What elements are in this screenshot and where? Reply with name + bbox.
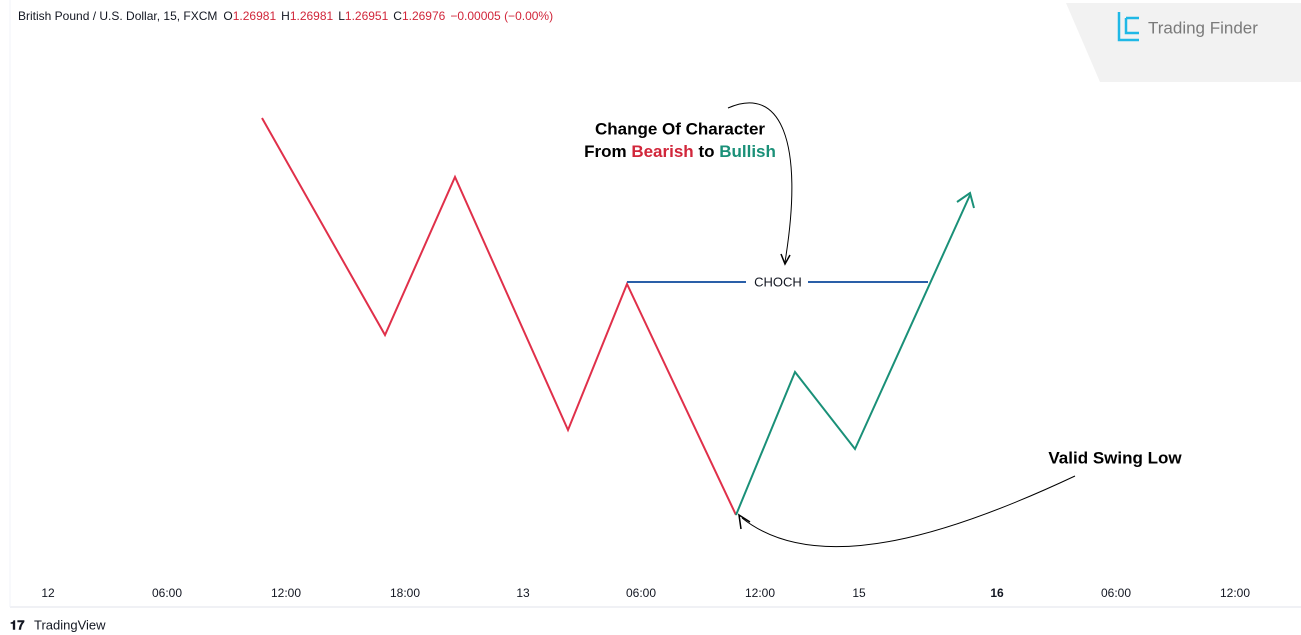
bullish-leg	[735, 194, 971, 516]
x-tick-label: 13	[516, 586, 530, 600]
x-tick-label: 06:00	[152, 586, 182, 600]
ohlc-value: 1.26951	[345, 9, 389, 23]
time-axis: 12 06:00 12:00 18:00 13 06:00 12:00 15 16 06:00 12…	[41, 586, 1250, 600]
ohlc-label: C	[393, 9, 402, 23]
text: From	[584, 142, 627, 161]
x-tick-label: 12:00	[271, 586, 301, 600]
footer-brand: TradingView	[34, 617, 106, 632]
text: Bullish	[719, 142, 776, 161]
logo-icon	[1117, 12, 1139, 42]
x-tick-label: 06:00	[1101, 586, 1131, 600]
legend-header: British Pound / U.S. Dollar, 15, FXCM O1.…	[18, 9, 553, 23]
ohlc-value: 1.26981	[233, 9, 277, 23]
text: Bearish	[631, 142, 693, 161]
x-tick-label: 12:00	[745, 586, 775, 600]
annotation-arrow	[741, 475, 1076, 548]
ohlc-value: 1.26981	[290, 9, 334, 23]
annotation-arrow	[727, 102, 793, 263]
annotation-subtitle: From Bearish to Bullish	[584, 142, 776, 161]
arrow-head	[780, 253, 791, 266]
ohlc-label: O	[223, 9, 232, 23]
annotation-title: Change Of Character	[595, 119, 765, 138]
arrow-head	[738, 513, 751, 530]
text: to	[698, 142, 714, 161]
logo-panel	[1066, 3, 1301, 82]
bearish-leg	[261, 117, 737, 516]
x-tick-label: 12:00	[1220, 586, 1250, 600]
arrow-head	[956, 191, 975, 209]
change: −0.00005 (−0.00%)	[450, 9, 553, 23]
logo-text: Trading Finder	[1148, 18, 1258, 37]
x-tick-label: 12	[41, 586, 55, 600]
ohlc-label: L	[338, 9, 345, 23]
ohlc-value: 1.26976	[402, 9, 446, 23]
tv-icon: 𝟏𝟕	[10, 617, 25, 632]
x-tick-label: 15	[852, 586, 866, 600]
x-tick-label: 06:00	[626, 586, 656, 600]
choch-label: CHOCH	[754, 274, 802, 289]
ohlc-label: H	[281, 9, 290, 23]
symbol: British Pound / U.S. Dollar, 15, FXCM	[18, 9, 217, 23]
x-tick-label: 18:00	[390, 586, 420, 600]
x-tick-label: 16	[990, 586, 1004, 600]
annotation-swing-low: Valid Swing Low	[1048, 448, 1182, 467]
